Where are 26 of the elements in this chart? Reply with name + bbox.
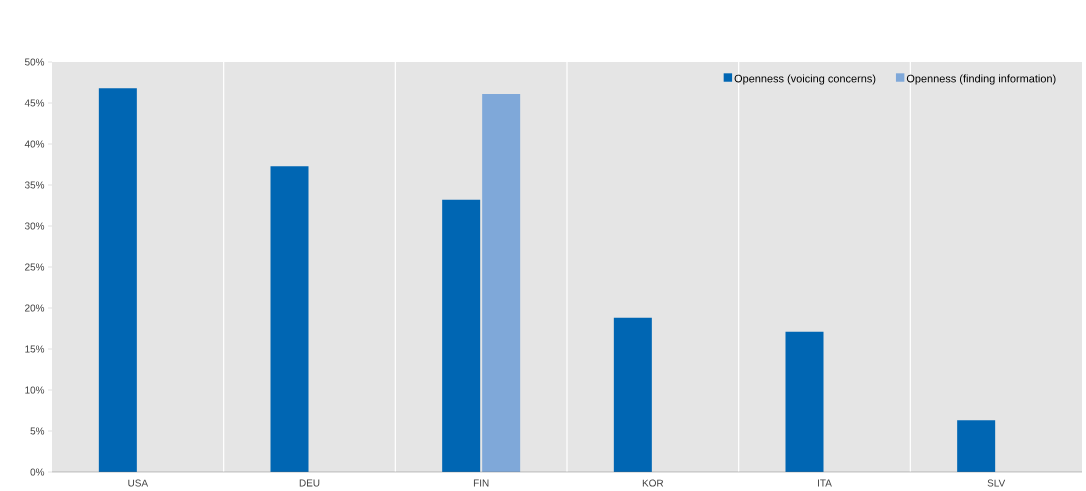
bar (785, 331, 824, 473)
legend-label: Openness (voicing concerns) (734, 74, 876, 85)
y-tick-label: 25% (25, 263, 45, 271)
x-tick-label: USA (128, 479, 149, 487)
x-tick-label: FIN (473, 479, 489, 487)
bar (482, 93, 521, 473)
y-tick-label: 40% (24, 140, 45, 148)
x-tick-label: DEU (299, 479, 320, 487)
y-tick-label: 45% (24, 99, 45, 107)
bar (613, 317, 652, 473)
bar (957, 420, 996, 473)
x-tick-label: KOR (642, 479, 664, 487)
y-tick-label: 50% (24, 58, 45, 66)
y-tick-label: 15% (25, 345, 45, 353)
y-tick-label: 5% (30, 427, 45, 435)
x-tick-label: SLV (987, 479, 1006, 487)
y-tick-label: 10% (25, 386, 45, 394)
y-tick-label: 20% (25, 304, 45, 312)
bar (442, 199, 481, 473)
y-tick-label: 35% (24, 181, 45, 189)
x-tick-label: ITA (818, 479, 832, 487)
legend-label: Openness (finding information) (906, 74, 1056, 85)
bar (98, 88, 137, 473)
bar (270, 166, 309, 473)
y-tick-label: 0% (30, 468, 45, 476)
y-tick-label: 30% (24, 222, 45, 230)
